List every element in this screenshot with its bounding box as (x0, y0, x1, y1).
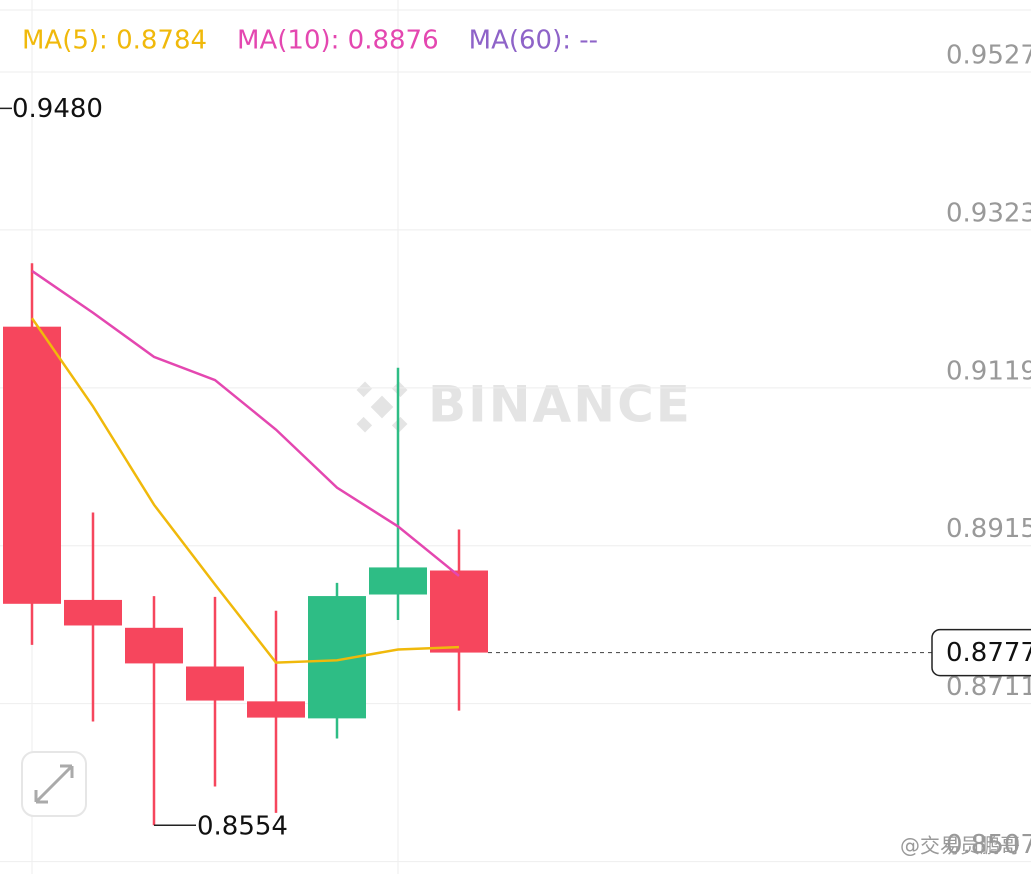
candle-body (247, 701, 305, 718)
candle-body (430, 570, 488, 653)
legend-entry: MA(60): -- (469, 26, 598, 56)
legend-entry: MA(10): 0.8876 (237, 26, 439, 56)
y-tick-label: 0.8507 (946, 830, 1031, 860)
y-tick-label: 0.9323 (946, 198, 1031, 228)
candle-body (125, 627, 183, 664)
ma-line (30, 317, 460, 664)
watermark-logo (356, 381, 408, 433)
annotation-label: 0.9480 (12, 94, 103, 124)
candle-body (64, 599, 122, 626)
last-price-box (931, 628, 1031, 677)
y-tick-label: 0.9527 (946, 40, 1031, 70)
y-tick-label: 0.8915 (946, 514, 1031, 544)
y-tick-label: 0.9119 (946, 356, 1031, 386)
expand-icon (34, 764, 74, 804)
candle-body (369, 567, 427, 595)
credit: @交易员鹏哥 (900, 834, 1020, 858)
candle-body (3, 326, 61, 604)
plot: 0.9527 0.9323 0.9119 0.8915 0.8711 0.8507 0.87… (0, 26, 1031, 863)
legend-entry: MA(5): 0.8784 (22, 26, 207, 56)
y-tick-label: 0.8711 (946, 672, 1031, 702)
ma-line (31, 269, 460, 577)
last-price-label: 0.8777 (946, 638, 1031, 668)
annotation-label: 0.8554 (197, 812, 288, 842)
candle-body (186, 666, 244, 701)
watermark: BINANCE (428, 376, 692, 434)
